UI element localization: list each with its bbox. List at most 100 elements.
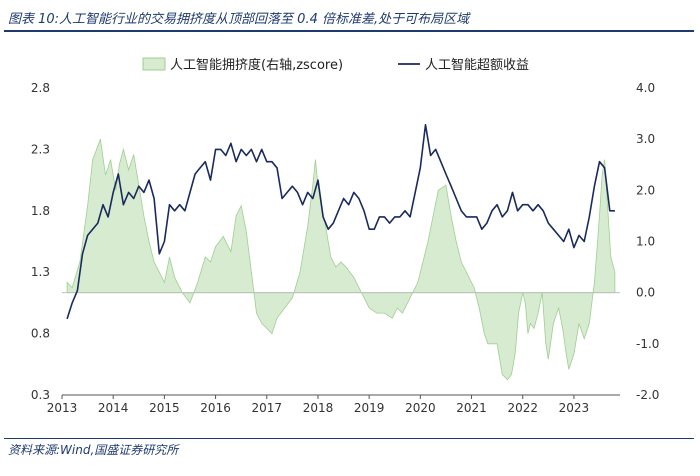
excess-return-point	[347, 203, 349, 205]
crowding-point	[411, 291, 413, 293]
crowding-point	[109, 158, 111, 160]
excess-return-point	[286, 191, 288, 193]
excess-return-point	[409, 216, 411, 218]
crowding-point	[593, 281, 595, 283]
crowding-point	[283, 307, 285, 309]
crowding-point	[99, 138, 101, 140]
excess-return-point	[388, 222, 390, 224]
excess-return-point	[522, 203, 524, 205]
excess-return-point	[450, 185, 452, 187]
crowding-point	[496, 343, 498, 345]
excess-return-point	[307, 191, 309, 193]
crowding-point	[557, 307, 559, 309]
excess-return-point	[337, 210, 339, 212]
crowding-point	[445, 184, 447, 186]
excess-return-point	[552, 228, 554, 230]
excess-return-point	[189, 191, 191, 193]
x-tick-label-6: 2019	[354, 401, 385, 415]
crowding-point	[214, 245, 216, 247]
crowding-point	[583, 338, 585, 340]
crowding-point	[510, 373, 512, 375]
excess-return-point	[578, 234, 580, 236]
bottom-divider	[4, 438, 694, 439]
crowding-point	[245, 230, 247, 232]
crowding-area-series	[66, 139, 616, 381]
right-tick-label-2: 0.0	[636, 286, 655, 300]
crowding-point	[143, 215, 145, 217]
x-tick-label-3: 2016	[200, 401, 231, 415]
excess-return-point	[445, 173, 447, 175]
excess-return-point	[542, 210, 544, 212]
excess-return-point	[240, 148, 242, 150]
excess-return-point	[194, 173, 196, 175]
excess-return-point	[291, 185, 293, 187]
crowding-point	[230, 251, 232, 253]
x-tick-label-0: 2013	[47, 401, 78, 415]
crowding-point	[422, 261, 424, 263]
excess-return-point	[429, 154, 431, 156]
right-tick-label-3: 1.0	[636, 235, 655, 249]
excess-return-point	[317, 179, 319, 181]
crowding-point	[537, 312, 539, 314]
crowding-point	[473, 286, 475, 288]
crowding-point	[460, 261, 462, 263]
excess-return-point	[102, 203, 104, 205]
crowding-point	[432, 215, 434, 217]
crowding-point	[401, 312, 403, 314]
excess-return-point	[235, 160, 237, 162]
x-tick-label-5: 2018	[303, 401, 334, 415]
excess-return-point	[204, 160, 206, 162]
crowding-point	[455, 240, 457, 242]
excess-return-point	[276, 167, 278, 169]
crowding-point	[163, 281, 165, 283]
excess-return-point	[342, 197, 344, 199]
excess-return-point	[414, 191, 416, 193]
excess-return-point	[209, 179, 211, 181]
excess-return-point	[537, 203, 539, 205]
crowding-point	[168, 256, 170, 258]
chart-title: 图表 10:人工智能行业的交易拥挤度从顶部回落至 0.4 倍标准差,处于可布局区…	[8, 12, 470, 27]
excess-return-point	[296, 191, 298, 193]
excess-return-point	[117, 173, 119, 175]
excess-return-point	[486, 222, 488, 224]
crowding-point	[307, 225, 309, 227]
excess-return-point	[491, 210, 493, 212]
right-tick-label-0: -2.0	[636, 388, 659, 402]
excess-return-point	[501, 216, 503, 218]
excess-return-point	[358, 197, 360, 199]
crowding-point	[173, 276, 175, 278]
crowding-point	[209, 261, 211, 263]
crowding-point	[260, 322, 262, 324]
excess-return-point	[112, 191, 114, 193]
right-tick-label-1: -1.0	[636, 337, 659, 351]
crowding-point	[360, 291, 362, 293]
crowding-point	[235, 215, 237, 217]
excess-return-point	[557, 234, 559, 236]
crowding-point	[222, 235, 224, 237]
excess-return-point	[435, 148, 437, 150]
excess-return-line-series	[66, 124, 615, 320]
excess-return-point	[184, 210, 186, 212]
crowding-point	[465, 271, 467, 273]
crowding-point	[319, 199, 321, 201]
excess-return-point	[562, 240, 564, 242]
crowding-point	[299, 271, 301, 273]
crowding-point	[335, 266, 337, 268]
crowding-point	[181, 291, 183, 293]
source-note: 资料来源:Wind,国盛证券研究所	[8, 443, 179, 457]
crowding-point	[317, 184, 319, 186]
crowding-point	[606, 199, 608, 201]
excess-return-point	[475, 216, 477, 218]
excess-return-point	[81, 253, 83, 255]
crowding-point	[79, 261, 81, 263]
crowding-point	[340, 261, 342, 263]
top-divider	[4, 30, 694, 32]
excess-return-point	[404, 210, 406, 212]
crowding-point	[483, 332, 485, 334]
excess-return-point	[532, 210, 534, 212]
excess-return-point	[107, 216, 109, 218]
crowding-point	[527, 332, 529, 334]
left-tick-label-1: 0.8	[31, 327, 50, 341]
crowding-point	[506, 378, 508, 380]
excess-return-point	[609, 210, 611, 212]
